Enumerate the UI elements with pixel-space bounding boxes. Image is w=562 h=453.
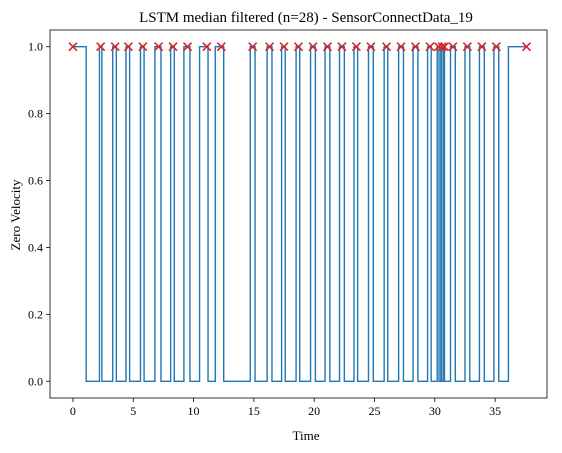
x-tick-label: 5 xyxy=(130,404,136,418)
x-marker xyxy=(396,42,406,52)
x-marker xyxy=(477,42,487,52)
y-tick-label: 1.0 xyxy=(28,40,43,54)
y-tick-label: 0.6 xyxy=(28,174,43,188)
y-tick-label: 0.4 xyxy=(28,240,43,254)
x-marker xyxy=(96,42,106,52)
x-marker-stroke xyxy=(168,42,178,52)
plot-area xyxy=(68,42,532,382)
x-marker-stroke xyxy=(491,42,501,52)
x-marker-stroke xyxy=(264,42,275,52)
y-axis-label: Zero Velocity xyxy=(8,179,23,250)
x-marker-stroke xyxy=(381,42,392,52)
x-marker-stroke xyxy=(462,42,472,52)
x-marker xyxy=(308,42,318,52)
y-tick-label: 0.8 xyxy=(28,107,43,121)
x-marker-stroke xyxy=(96,42,106,52)
x-marker-stroke xyxy=(154,42,164,52)
x-marker xyxy=(322,42,333,52)
x-marker xyxy=(366,42,376,52)
x-marker-stroke xyxy=(521,42,532,52)
x-marker xyxy=(123,42,133,52)
x-marker xyxy=(182,42,193,52)
series-step-line xyxy=(72,46,527,382)
x-marker xyxy=(154,42,164,52)
x-marker xyxy=(351,42,361,52)
x-marker xyxy=(462,42,472,52)
x-marker xyxy=(216,42,226,52)
x-marker-stroke xyxy=(337,42,347,52)
x-marker xyxy=(521,42,532,52)
y-tick-label: 0.2 xyxy=(28,307,43,321)
x-marker-stroke xyxy=(123,42,133,52)
x-marker xyxy=(410,42,421,52)
plot-frame xyxy=(49,29,548,399)
x-marker xyxy=(68,42,78,52)
x-marker-stroke xyxy=(308,42,318,52)
x-marker xyxy=(279,42,289,52)
x-marker xyxy=(425,42,435,52)
chart-title: LSTM median filtered (n=28) - SensorConn… xyxy=(139,10,473,26)
x-marker xyxy=(437,42,447,52)
x-marker-stroke xyxy=(182,42,193,52)
x-marker xyxy=(138,42,148,52)
x-marker-stroke xyxy=(322,42,333,52)
x-marker xyxy=(168,42,178,52)
x-marker xyxy=(202,42,212,52)
x-marker-stroke xyxy=(425,42,435,52)
x-marker-stroke xyxy=(68,42,78,52)
x-marker-stroke xyxy=(110,42,120,52)
x-marker-stroke xyxy=(279,42,289,52)
x-marker-stroke xyxy=(366,42,376,52)
x-marker xyxy=(448,42,458,52)
x-marker xyxy=(110,42,120,52)
y-tick-label: 0.0 xyxy=(28,374,43,388)
x-tick-label: 30 xyxy=(429,404,441,418)
x-marker xyxy=(381,42,392,52)
x-tick-label: 25 xyxy=(368,404,380,418)
x-tick-label: 10 xyxy=(188,404,200,418)
x-marker-stroke xyxy=(439,42,450,52)
x-marker xyxy=(264,42,275,52)
x-marker-stroke xyxy=(410,42,421,52)
x-axis-label: Time xyxy=(293,428,320,443)
x-marker xyxy=(293,42,304,52)
x-marker-stroke xyxy=(351,42,361,52)
x-marker-stroke xyxy=(202,42,212,52)
x-marker xyxy=(439,42,450,52)
x-marker-stroke xyxy=(437,42,447,52)
y-axis: 0.0 0.2 0.4 0.6 0.8 1.0 xyxy=(28,40,50,388)
x-marker xyxy=(491,42,501,52)
x-axis: 0 5 10 15 20 25 30 35 xyxy=(70,398,501,418)
x-tick-label: 15 xyxy=(248,404,260,418)
x-tick-label: 20 xyxy=(308,404,320,418)
x-marker-stroke xyxy=(396,42,406,52)
x-tick-label: 0 xyxy=(70,404,76,418)
x-tick-label: 35 xyxy=(489,404,501,418)
x-marker-stroke xyxy=(216,42,226,52)
x-marker-stroke xyxy=(448,42,458,52)
x-marker xyxy=(337,42,347,52)
x-marker-stroke xyxy=(248,42,258,52)
x-marker-stroke xyxy=(293,42,304,52)
x-marker xyxy=(248,42,258,52)
x-marker-stroke xyxy=(138,42,148,52)
x-marker-stroke xyxy=(477,42,487,52)
